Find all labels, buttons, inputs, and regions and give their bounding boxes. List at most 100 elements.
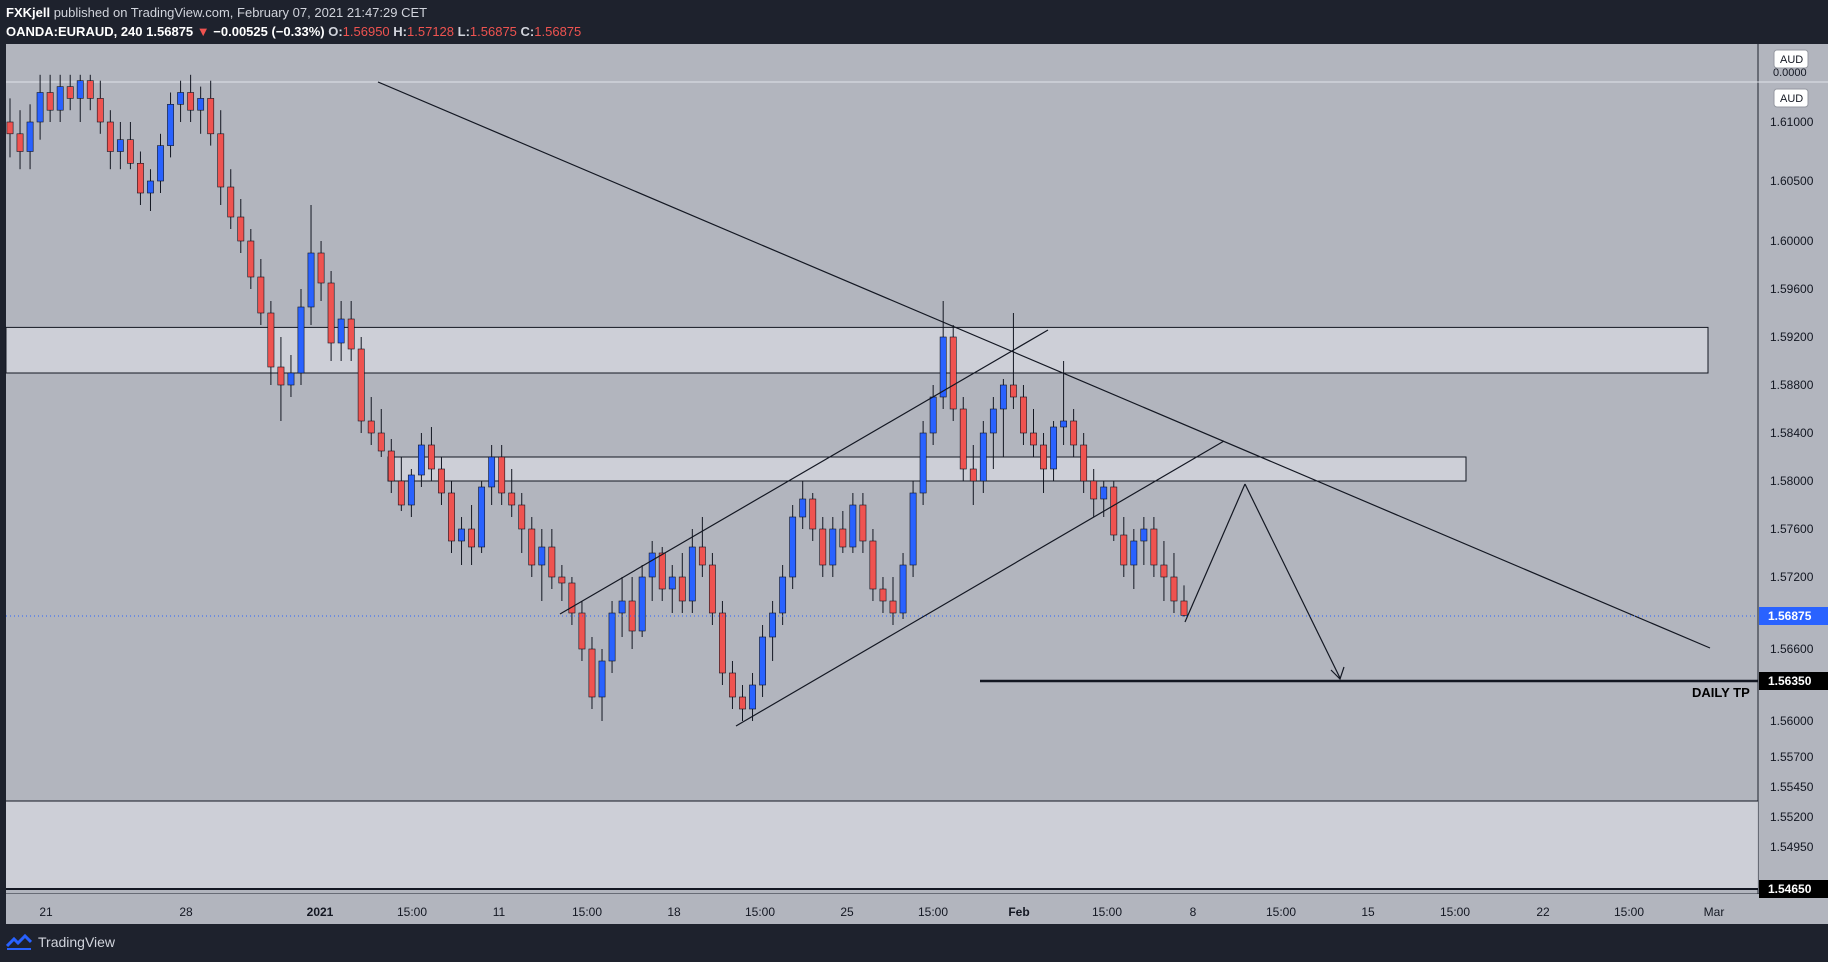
candle[interactable]: [1120, 517, 1128, 577]
candle[interactable]: [478, 481, 486, 553]
candle[interactable]: [417, 433, 425, 487]
candle[interactable]: [989, 397, 997, 469]
candle[interactable]: [498, 445, 506, 505]
candle[interactable]: [829, 517, 837, 577]
candle[interactable]: [1040, 433, 1047, 493]
candle[interactable]: [959, 397, 967, 481]
candle[interactable]: [267, 301, 275, 385]
downtrend-line[interactable]: [377, 81, 1711, 649]
candle[interactable]: [688, 529, 696, 613]
candle[interactable]: [1090, 469, 1098, 517]
candle[interactable]: [177, 80, 184, 122]
candle[interactable]: [1050, 421, 1057, 481]
candle[interactable]: [598, 649, 606, 721]
candle[interactable]: [749, 673, 756, 721]
candle[interactable]: [367, 397, 375, 445]
candle[interactable]: [759, 625, 766, 697]
candle[interactable]: [839, 511, 847, 553]
candle[interactable]: [126, 122, 134, 170]
candle[interactable]: [207, 80, 215, 146]
candle[interactable]: [809, 493, 817, 541]
candle[interactable]: [558, 565, 566, 601]
candle[interactable]: [277, 337, 285, 421]
candle[interactable]: [46, 74, 54, 122]
candle[interactable]: [588, 637, 596, 709]
candle[interactable]: [167, 92, 174, 158]
candle[interactable]: [137, 151, 144, 206]
candle[interactable]: [919, 421, 927, 505]
candle[interactable]: [708, 553, 716, 625]
candle[interactable]: [769, 601, 777, 661]
tradingview-logo-icon[interactable]: [6, 934, 32, 950]
candle[interactable]: [76, 74, 84, 122]
candle[interactable]: [317, 241, 325, 301]
candle[interactable]: [789, 505, 797, 589]
candle[interactable]: [1030, 409, 1037, 457]
projection-up-leg[interactable]: [1184, 483, 1246, 623]
candle[interactable]: [668, 565, 676, 613]
candle[interactable]: [237, 199, 245, 253]
channel-lower-line[interactable]: [735, 440, 1225, 727]
candle[interactable]: [658, 547, 666, 601]
candle[interactable]: [518, 493, 526, 553]
candle[interactable]: [428, 427, 435, 481]
candle[interactable]: [1070, 409, 1078, 457]
candle[interactable]: [628, 577, 636, 649]
candle[interactable]: [397, 457, 405, 511]
currency-badge[interactable]: AUD: [1773, 88, 1809, 108]
candle[interactable]: [1060, 361, 1068, 445]
candle[interactable]: [327, 271, 335, 361]
candle[interactable]: [227, 169, 235, 229]
supply-zone-2[interactable]: [387, 456, 1467, 482]
projection-down-leg[interactable]: [1244, 483, 1341, 679]
candle[interactable]: [949, 325, 957, 421]
candle[interactable]: [297, 289, 305, 385]
candle[interactable]: [618, 577, 626, 637]
candle[interactable]: [337, 301, 345, 361]
candle[interactable]: [307, 205, 315, 325]
candle[interactable]: [1170, 553, 1178, 613]
candle[interactable]: [287, 355, 295, 397]
candle[interactable]: [407, 469, 415, 517]
candle[interactable]: [909, 481, 917, 577]
candle[interactable]: [357, 337, 365, 433]
candle[interactable]: [16, 110, 24, 170]
candle[interactable]: [438, 457, 445, 505]
candle[interactable]: [849, 493, 857, 553]
candle[interactable]: [528, 517, 536, 577]
candle[interactable]: [247, 229, 255, 289]
candle[interactable]: [458, 517, 465, 565]
candle[interactable]: [638, 565, 646, 637]
candle[interactable]: [116, 122, 124, 170]
candle[interactable]: [538, 529, 546, 601]
candle[interactable]: [859, 493, 867, 553]
candle[interactable]: [979, 421, 987, 493]
candle[interactable]: [86, 74, 94, 111]
candle[interactable]: [1130, 529, 1138, 589]
candle[interactable]: [147, 169, 154, 211]
candle[interactable]: [719, 601, 726, 685]
candle[interactable]: [1180, 585, 1188, 617]
author-name[interactable]: FXKjell: [6, 5, 51, 20]
candle[interactable]: [36, 74, 44, 140]
candle[interactable]: [698, 517, 706, 577]
candle[interactable]: [468, 505, 475, 565]
candle[interactable]: [879, 577, 887, 613]
candle[interactable]: [608, 601, 616, 673]
candle[interactable]: [197, 86, 205, 134]
candle[interactable]: [217, 110, 225, 205]
candle[interactable]: [106, 110, 114, 170]
currency-badge-top[interactable]: AUD: [1773, 49, 1809, 69]
supply-zone-1[interactable]: [5, 326, 1709, 374]
candle[interactable]: [899, 553, 907, 619]
brand-name[interactable]: TradingView: [38, 934, 116, 950]
channel-upper-line[interactable]: [559, 329, 1049, 615]
candle[interactable]: [648, 541, 656, 601]
candle[interactable]: [678, 553, 686, 613]
candle[interactable]: [548, 529, 556, 589]
candle[interactable]: [1010, 313, 1017, 409]
candle[interactable]: [568, 577, 576, 625]
candle[interactable]: [969, 445, 977, 505]
candle[interactable]: [187, 74, 195, 122]
